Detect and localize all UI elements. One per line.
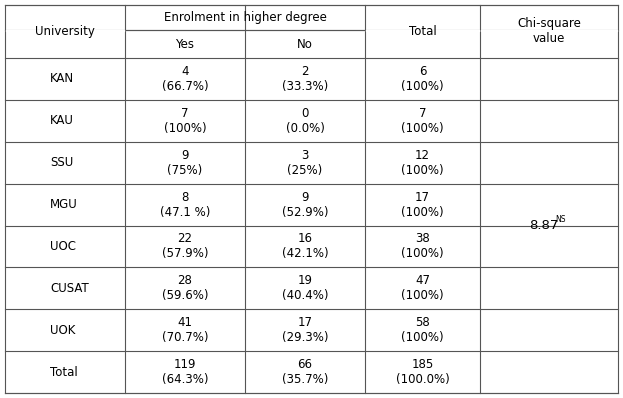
Text: KAN: KAN <box>50 72 74 86</box>
Text: 119
(64.3%): 119 (64.3%) <box>162 358 208 386</box>
Text: 66
(35.7%): 66 (35.7%) <box>282 358 328 386</box>
Text: 6
(100%): 6 (100%) <box>401 65 444 93</box>
Text: 41
(70.7%): 41 (70.7%) <box>162 316 208 344</box>
Text: 22
(57.9%): 22 (57.9%) <box>162 232 208 260</box>
Text: 9
(75%): 9 (75%) <box>168 149 202 177</box>
Text: MGU: MGU <box>50 198 78 211</box>
Text: 58
(100%): 58 (100%) <box>401 316 444 344</box>
Text: UOC: UOC <box>50 240 76 253</box>
Text: Enrolment in higher degree: Enrolment in higher degree <box>164 11 326 24</box>
Text: 16
(42.1%): 16 (42.1%) <box>282 232 328 260</box>
Text: NS: NS <box>556 215 566 224</box>
Text: 17
(29.3%): 17 (29.3%) <box>282 316 328 344</box>
Text: Total: Total <box>409 25 436 38</box>
Text: CUSAT: CUSAT <box>50 282 88 295</box>
Text: UOK: UOK <box>50 324 75 337</box>
Text: 12
(100%): 12 (100%) <box>401 149 444 177</box>
Text: Chi-square
value: Chi-square value <box>517 18 581 45</box>
Text: No: No <box>297 37 313 51</box>
Text: 38
(100%): 38 (100%) <box>401 232 444 260</box>
Text: University: University <box>35 25 95 38</box>
Text: 0
(0.0%): 0 (0.0%) <box>285 107 325 135</box>
Text: Yes: Yes <box>176 37 194 51</box>
Text: 4
(66.7%): 4 (66.7%) <box>162 65 208 93</box>
Text: 7
(100%): 7 (100%) <box>401 107 444 135</box>
Text: SSU: SSU <box>50 156 74 169</box>
Text: 3
(25%): 3 (25%) <box>287 149 323 177</box>
Text: 28
(59.6%): 28 (59.6%) <box>162 274 208 302</box>
Text: 9
(52.9%): 9 (52.9%) <box>282 191 328 219</box>
Text: KAU: KAU <box>50 114 74 127</box>
Text: Total: Total <box>50 365 78 378</box>
Text: 7
(100%): 7 (100%) <box>164 107 206 135</box>
Text: 185
(100.0%): 185 (100.0%) <box>396 358 449 386</box>
Text: 2
(33.3%): 2 (33.3%) <box>282 65 328 93</box>
Text: 8
(47.1 %): 8 (47.1 %) <box>160 191 210 219</box>
Text: 8.87: 8.87 <box>530 219 559 232</box>
Text: 19
(40.4%): 19 (40.4%) <box>282 274 328 302</box>
Text: 47
(100%): 47 (100%) <box>401 274 444 302</box>
Text: 17
(100%): 17 (100%) <box>401 191 444 219</box>
